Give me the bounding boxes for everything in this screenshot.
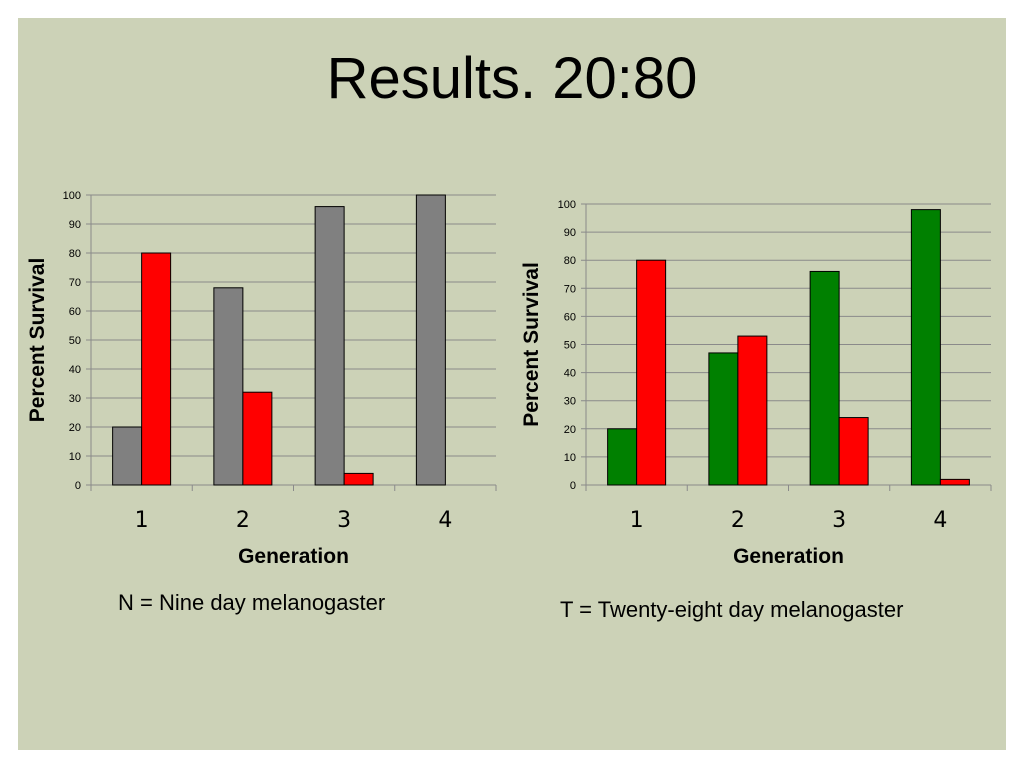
chart-n-bar <box>314 206 345 486</box>
chart-n-category-label: 1 <box>135 508 149 533</box>
chart-n-ytick-label: 30 <box>69 393 81 405</box>
chart-t-ytick-label: 50 <box>564 340 576 352</box>
chart-n-bar <box>343 472 374 486</box>
chart-n-bar <box>242 391 273 486</box>
chart-n-ytick-label: 70 <box>69 277 81 289</box>
chart-t-category-label: 4 <box>933 508 947 533</box>
chart-t-ytick-label: 20 <box>564 424 576 436</box>
chart-n-ytick-label: 60 <box>69 306 81 318</box>
chart-n-ytick-label: 100 <box>63 190 81 202</box>
chart-n-caption: N = Nine day melanogaster <box>118 590 386 615</box>
chart-t-bar <box>809 270 840 486</box>
chart-n-category-label: 4 <box>438 508 452 533</box>
chart-n-bar <box>415 194 446 486</box>
chart-n-category-label: 2 <box>236 508 250 533</box>
chart-t-category-label: 3 <box>832 508 846 533</box>
chart-t-category-label: 1 <box>630 508 644 533</box>
chart-t-ytick-label: 90 <box>564 227 576 239</box>
slide-background <box>18 18 1006 750</box>
chart-t-ytick-label: 30 <box>564 396 576 408</box>
chart-n-ytick-label: 80 <box>69 248 81 260</box>
chart-t-bar <box>737 335 768 486</box>
chart-t-y-axis-title: Percent Survival <box>520 262 543 427</box>
chart-t-bar <box>910 209 941 486</box>
chart-n-bar <box>112 426 143 486</box>
chart-n-y-axis-title: Percent Survival <box>26 258 49 423</box>
chart-t-bar <box>607 428 638 486</box>
chart-n-bar <box>213 287 244 486</box>
chart-n-ytick-label: 20 <box>69 422 81 434</box>
chart-t-bar <box>636 259 667 486</box>
chart-n-category-label: 3 <box>337 508 351 533</box>
chart-t-bar <box>939 478 970 486</box>
chart-t-ytick-label: 60 <box>564 311 576 323</box>
chart-t-category-label: 2 <box>731 508 745 533</box>
chart-t-ytick-label: 40 <box>564 368 576 380</box>
chart-n-bar <box>141 252 172 486</box>
chart-n-ytick-label: 40 <box>69 364 81 376</box>
chart-n-ytick-label: 10 <box>69 451 81 463</box>
slide-title: Results. 20:80 <box>326 46 698 111</box>
chart-t-ytick-label: 80 <box>564 255 576 267</box>
chart-n-ytick-label: 50 <box>69 335 81 347</box>
chart-t-ytick-label: 100 <box>558 199 576 211</box>
chart-n-x-axis-title: Generation <box>238 545 349 568</box>
chart-n-ytick-label: 0 <box>75 480 81 492</box>
chart-t-bar <box>708 352 739 486</box>
chart-t-x-axis-title: Generation <box>733 545 844 568</box>
chart-t-ytick-label: 10 <box>564 452 576 464</box>
chart-t-caption: T = Twenty-eight day melanogaster <box>560 597 904 622</box>
chart-t-bar <box>838 417 869 486</box>
chart-t-ytick-label: 0 <box>570 480 576 492</box>
chart-t-ytick-label: 70 <box>564 283 576 295</box>
chart-n-ytick-label: 90 <box>69 219 81 231</box>
